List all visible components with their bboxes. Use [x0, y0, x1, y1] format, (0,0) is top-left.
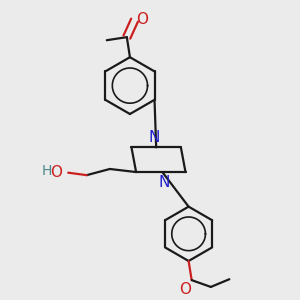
- Text: O: O: [136, 12, 148, 27]
- Text: O: O: [179, 282, 191, 297]
- Text: H: H: [42, 164, 52, 178]
- Text: O: O: [51, 165, 63, 180]
- Text: N: N: [158, 175, 169, 190]
- Text: N: N: [149, 130, 160, 145]
